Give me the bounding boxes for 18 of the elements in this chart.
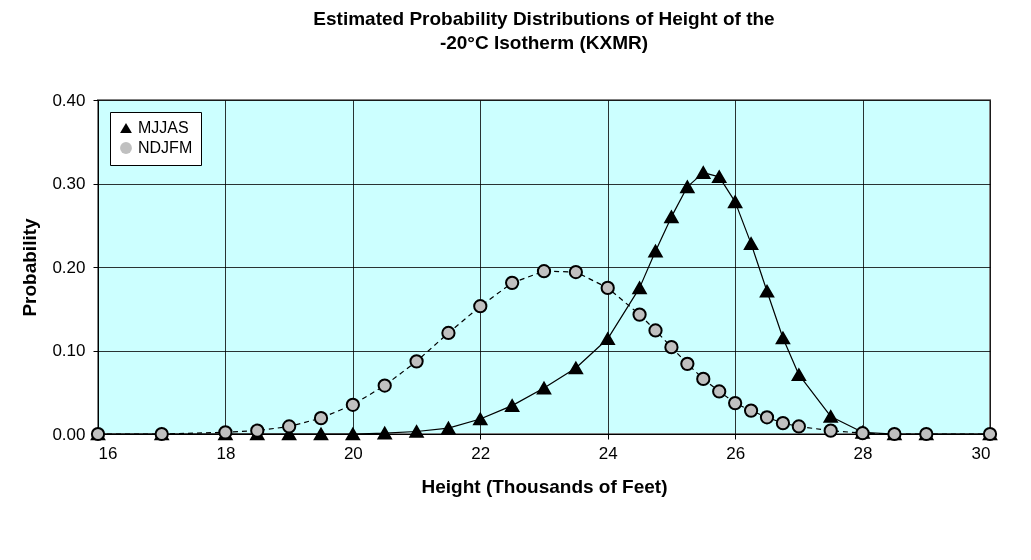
x-tick-label: 20 [343,443,363,463]
y-tick-label: 0.40 [52,90,86,110]
y-tick-label: 0.20 [52,257,86,277]
y-tick-label: 0.00 [52,424,86,444]
legend-label: NDJFM [138,139,193,156]
x-tick-label: 16 [98,443,118,463]
x-tick-label: 18 [216,443,236,463]
x-tick-label: 28 [853,443,873,463]
y-tick-label: 0.10 [52,341,86,360]
x-tick-label: 26 [726,443,746,463]
x-tick-label: 24 [598,443,618,463]
x-tick-label: 30 [971,443,991,463]
x-tick-label: 22 [471,443,491,463]
legend-label: MJJAS [138,119,189,136]
y-axis-title: Probability [19,217,41,317]
y-tick-label: 0.30 [52,174,86,193]
x-axis-title: Height (Thousands of Feet) [421,475,668,497]
chart-title: Estimated Probability Distributions of Height of the -20°C Isotherm (KXMR) [313,8,775,53]
